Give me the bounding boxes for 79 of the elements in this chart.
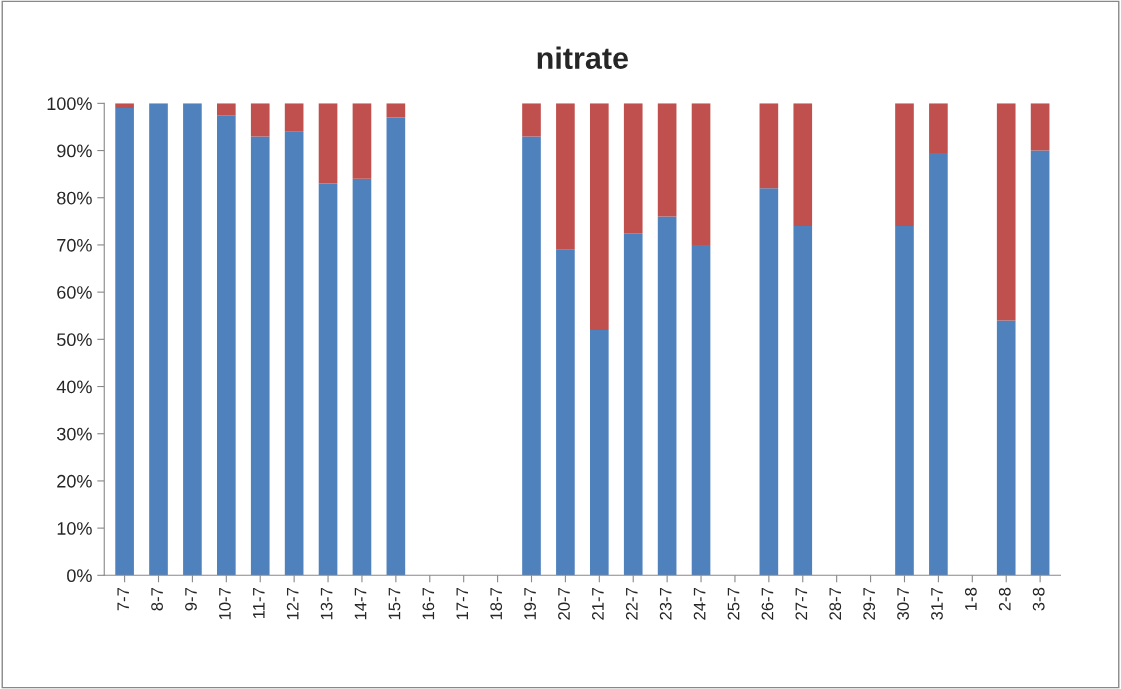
x-tick-label: 31-7: [931, 587, 943, 620]
bar: [386, 117, 406, 576]
y-tick-label: 90%: [57, 144, 92, 158]
x-tick-label: 25-7: [727, 587, 740, 620]
x-tick-label: 7-7: [117, 587, 129, 611]
y-tick-label: 30%: [57, 427, 92, 441]
bar: [217, 103, 236, 116]
bar: [996, 103, 1016, 321]
x-tick-label: 1-8: [964, 587, 977, 610]
x-tick-label: 26-7: [761, 587, 774, 620]
bar: [1030, 150, 1050, 576]
y-tick-label: 70%: [57, 238, 92, 252]
y-tick-label: 50%: [57, 333, 92, 347]
bar: [759, 188, 779, 576]
bar: [318, 183, 338, 576]
bar: [895, 103, 914, 227]
bar: [623, 233, 643, 576]
x-tick-label: 14-7: [354, 587, 367, 620]
x-tick-label: 21-7: [591, 587, 604, 620]
x-tick-label: 11-7: [253, 587, 265, 618]
y-tick-label: 40%: [56, 380, 92, 394]
x-tick-label: 30-7: [897, 587, 909, 620]
bar: [284, 103, 304, 132]
y-tick-label: 20%: [57, 474, 92, 488]
bar: [352, 103, 372, 179]
y-tick-label: 0%: [67, 569, 92, 583]
x-tick-label: 28-7: [829, 587, 842, 620]
bar: [149, 103, 168, 576]
bar: [793, 226, 813, 576]
bar: [657, 103, 677, 217]
bar: [589, 103, 609, 330]
bar: [556, 103, 575, 250]
bar: [1030, 103, 1050, 151]
y-tick-label: 80%: [57, 191, 92, 205]
bar: [352, 178, 372, 576]
bar: [183, 103, 202, 576]
chart-title: nitrate: [537, 46, 629, 69]
bar: [217, 115, 236, 576]
x-tick-label: 10-7: [218, 587, 231, 620]
x-tick-label: 18-7: [490, 587, 503, 620]
bar: [589, 329, 609, 576]
bar: [657, 216, 677, 576]
bar: [556, 249, 575, 576]
x-tick-label: 9-7: [185, 587, 197, 611]
bar: [793, 103, 813, 227]
y-tick-label: 60%: [57, 286, 92, 299]
x-tick-label: 15-7: [388, 587, 401, 620]
bar: [250, 103, 270, 137]
bar: [929, 103, 948, 153]
y-tick-label: 100%: [47, 97, 92, 111]
x-tick-label: 16-7: [422, 587, 435, 620]
bar: [522, 136, 541, 576]
x-tick-label: 8-7: [151, 587, 163, 611]
bar: [522, 103, 541, 137]
x-tick-label: 17-7: [456, 587, 468, 620]
bar: [623, 103, 643, 234]
bar: [759, 103, 779, 189]
bar: [996, 320, 1016, 576]
x-tick-label: 27-7: [795, 587, 808, 620]
bar: [929, 152, 948, 576]
bar: [691, 103, 711, 245]
x-tick-label: 23-7: [659, 587, 672, 620]
bar: [386, 103, 406, 118]
bar: [284, 131, 304, 576]
x-tick-label: 29-7: [863, 587, 876, 620]
y-tick-label: 10%: [57, 522, 92, 535]
x-tick-label: 13-7: [320, 587, 333, 620]
bar: [250, 136, 270, 576]
x-tick-label: 24-7: [693, 587, 706, 620]
x-tick-label: 3-8: [1032, 587, 1045, 611]
x-tick-label: 19-7: [524, 587, 536, 620]
x-tick-label: 22-7: [625, 587, 638, 620]
bar: [691, 244, 711, 576]
x-tick-label: 12-7: [286, 587, 299, 620]
bar: [318, 103, 338, 184]
x-tick-label: 2-8: [998, 587, 1011, 611]
bar: [895, 226, 914, 576]
bar: [115, 108, 134, 576]
x-tick-label: 20-7: [558, 587, 570, 620]
